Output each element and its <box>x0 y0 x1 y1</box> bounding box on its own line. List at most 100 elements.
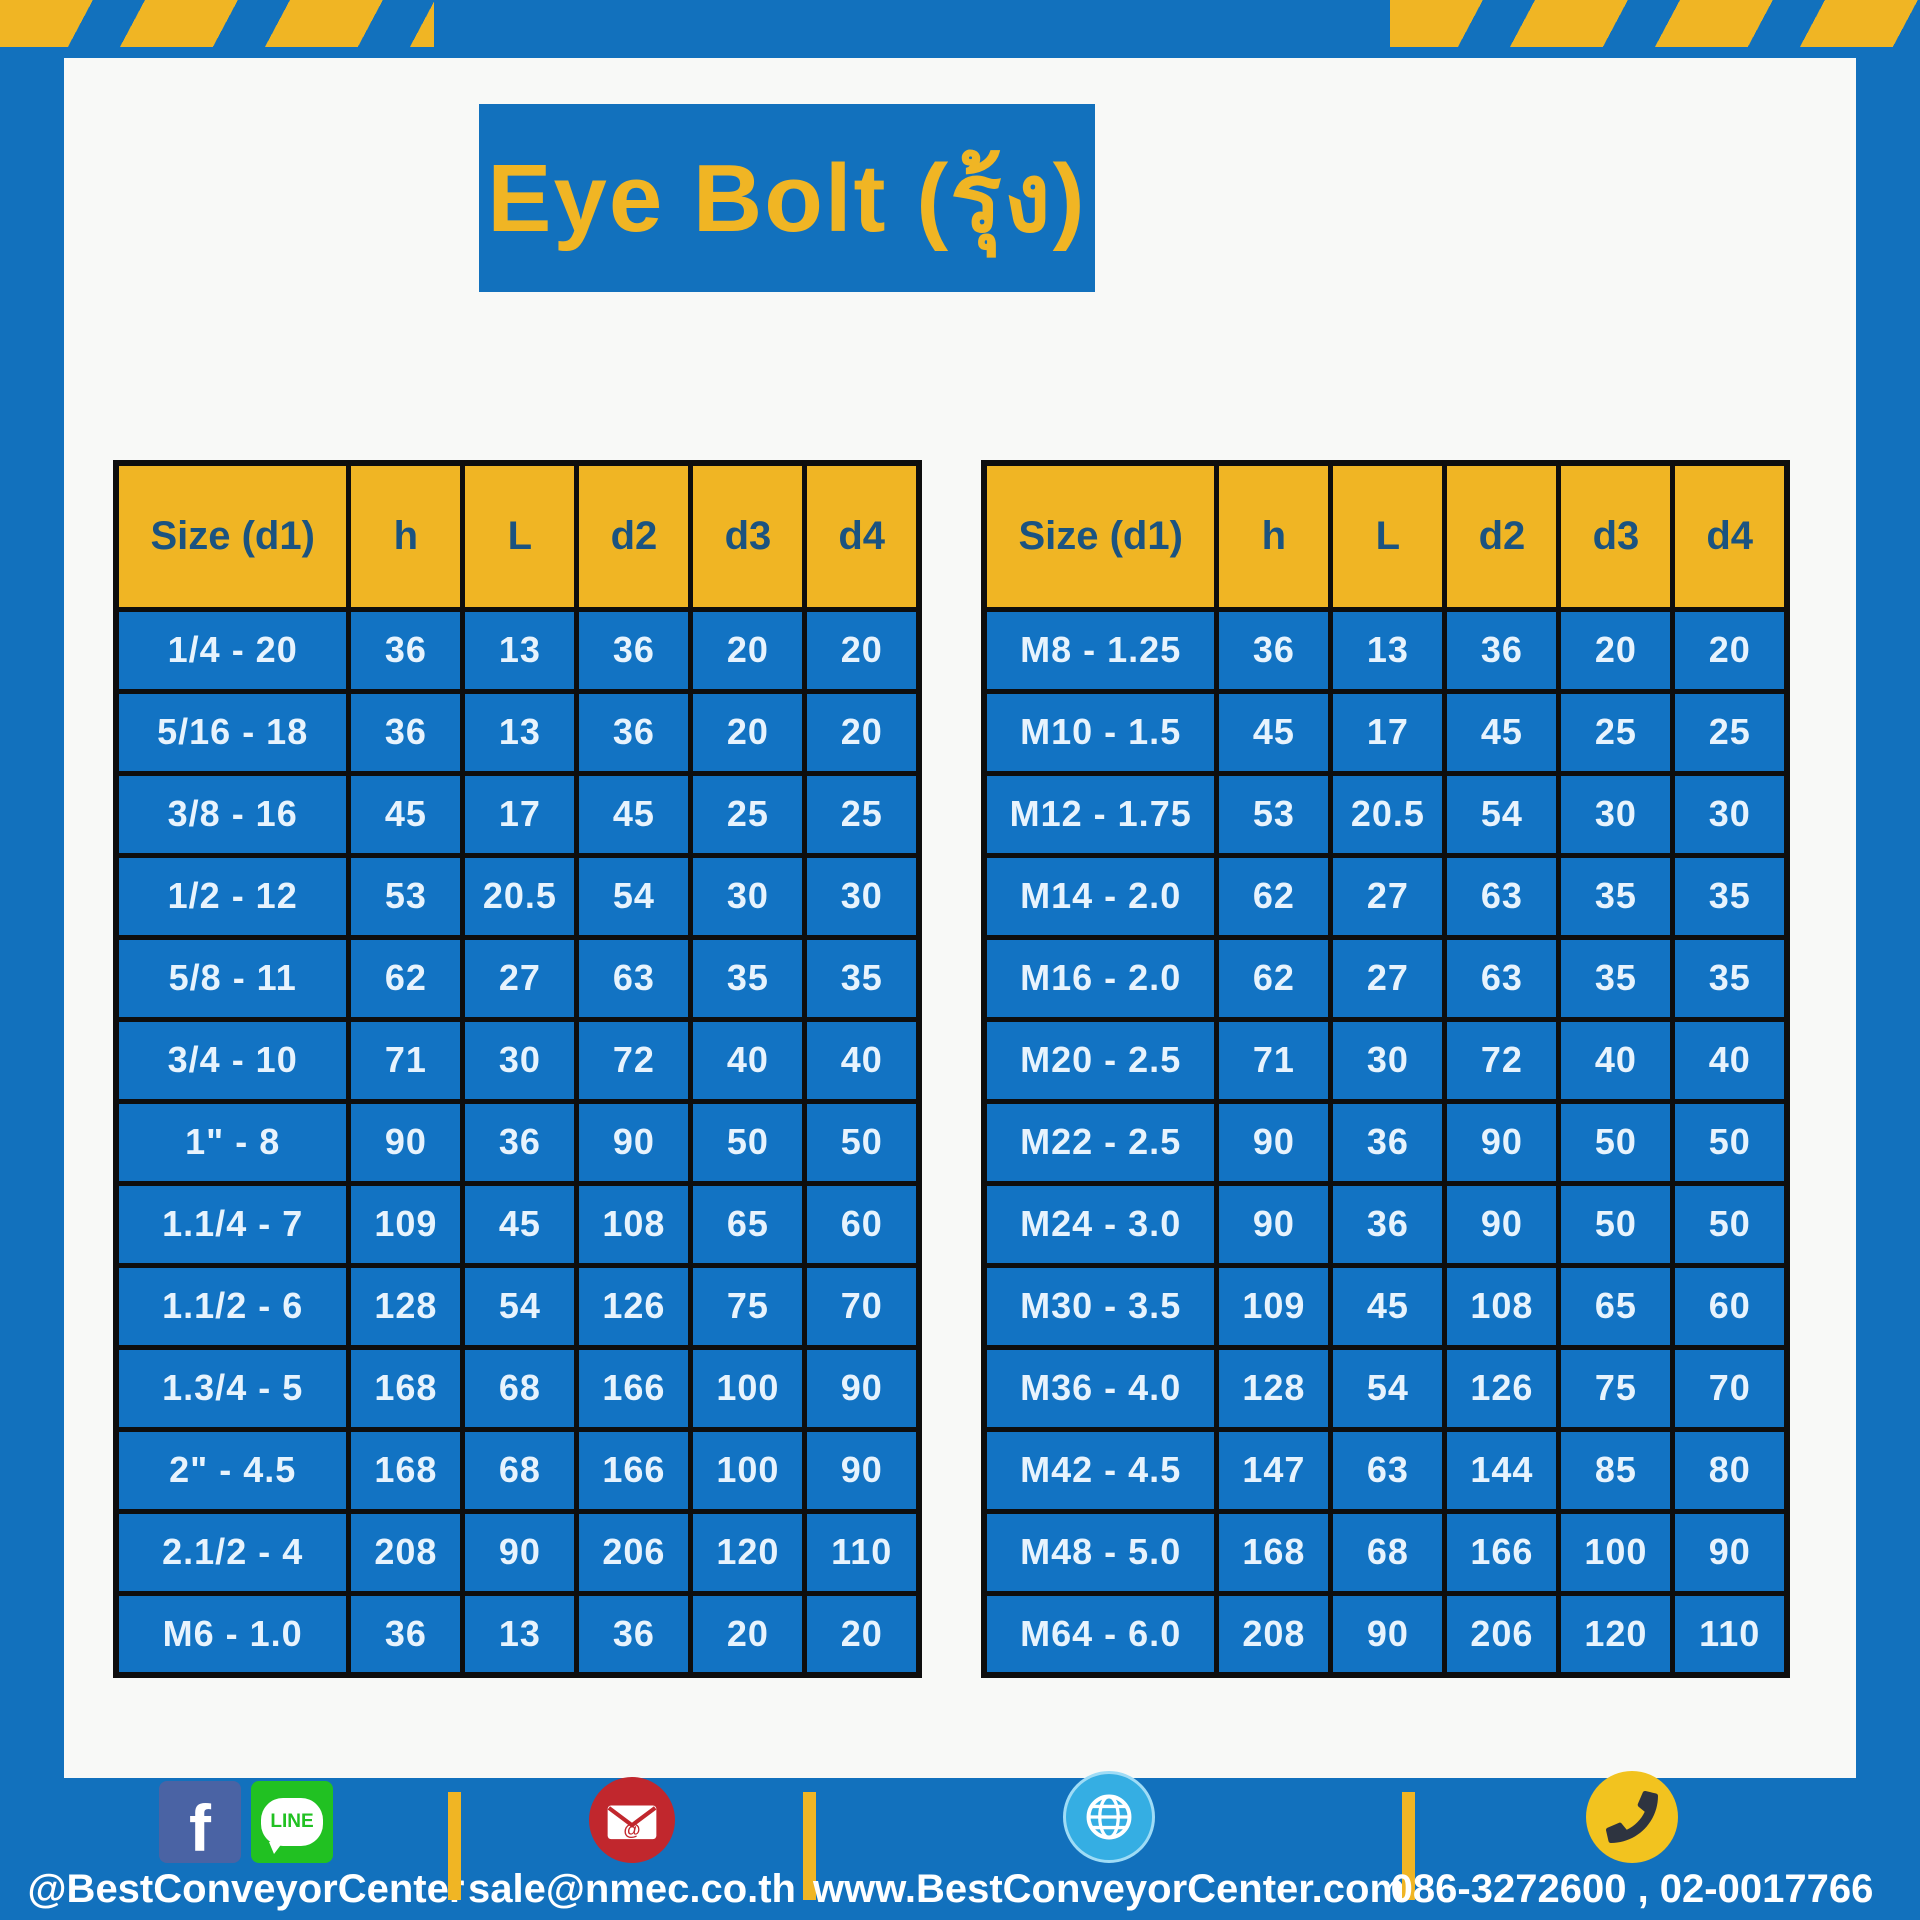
size-cell: M24 - 3.0 <box>981 1180 1220 1268</box>
value-cell: 45 <box>1442 688 1562 776</box>
value-cell: 13 <box>460 606 580 694</box>
value-cell: 90 <box>802 1426 922 1514</box>
footer-divider <box>803 1792 816 1900</box>
value-cell: 90 <box>1214 1098 1334 1186</box>
value-cell: 108 <box>574 1180 694 1268</box>
value-cell: 100 <box>688 1426 808 1514</box>
column-header: d3 <box>688 460 808 612</box>
column-header: Size (d1) <box>113 460 352 612</box>
value-cell: 90 <box>1670 1508 1790 1596</box>
size-cell: 3/4 - 10 <box>113 1016 352 1104</box>
value-cell: 120 <box>688 1508 808 1596</box>
size-cell: M10 - 1.5 <box>981 688 1220 776</box>
value-cell: 40 <box>688 1016 808 1104</box>
table-row: M24 - 3.0 90 36 90 50 50 <box>981 1180 1790 1268</box>
footer-bar: f LINE @BestConveyorCenter @ sale@nmec.c… <box>0 1771 1920 1920</box>
value-cell: 40 <box>802 1016 922 1104</box>
size-cell: M20 - 2.5 <box>981 1016 1220 1104</box>
column-header: d2 <box>574 460 694 612</box>
column-header: d4 <box>802 460 922 612</box>
column-header: Size (d1) <box>981 460 1220 612</box>
value-cell: 109 <box>346 1180 466 1268</box>
table-row: M64 - 6.0 208 90 206 120 110 <box>981 1590 1790 1678</box>
value-cell: 50 <box>1670 1098 1790 1186</box>
hazard-stripes-left <box>0 0 434 47</box>
value-cell: 68 <box>1328 1508 1448 1596</box>
value-cell: 35 <box>1556 934 1676 1022</box>
table-row: M22 - 2.5 90 36 90 50 50 <box>981 1098 1790 1186</box>
table-row: M8 - 1.25 36 13 36 20 20 <box>981 606 1790 694</box>
mail-icon: @ <box>589 1777 675 1863</box>
value-cell: 20 <box>1670 606 1790 694</box>
value-cell: 30 <box>1556 770 1676 858</box>
value-cell: 80 <box>1670 1426 1790 1514</box>
value-cell: 36 <box>460 1098 580 1186</box>
value-cell: 45 <box>574 770 694 858</box>
value-cell: 63 <box>1442 934 1562 1022</box>
value-cell: 35 <box>688 934 808 1022</box>
value-cell: 50 <box>688 1098 808 1186</box>
social-handle: @BestConveyorCenter <box>27 1867 465 1911</box>
table-row: M16 - 2.0 62 27 63 35 35 <box>981 934 1790 1022</box>
value-cell: 208 <box>1214 1590 1334 1678</box>
column-header: L <box>1328 460 1448 612</box>
value-cell: 90 <box>1442 1180 1562 1268</box>
value-cell: 17 <box>460 770 580 858</box>
value-cell: 20 <box>802 606 922 694</box>
value-cell: 20 <box>688 1590 808 1678</box>
footer-divider <box>1402 1792 1415 1900</box>
facebook-icon: f <box>159 1781 241 1865</box>
table-row: 5/16 - 18 36 13 36 20 20 <box>113 688 922 776</box>
value-cell: 126 <box>574 1262 694 1350</box>
value-cell: 90 <box>1328 1590 1448 1678</box>
size-cell: M12 - 1.75 <box>981 770 1220 858</box>
table-row: M48 - 5.0 168 68 166 100 90 <box>981 1508 1790 1596</box>
value-cell: 60 <box>802 1180 922 1268</box>
value-cell: 36 <box>1442 606 1562 694</box>
table-row: M30 - 3.5 109 45 108 65 60 <box>981 1262 1790 1350</box>
value-cell: 70 <box>1670 1344 1790 1432</box>
page-title: Eye Bolt (รุ้ง) <box>479 104 1095 292</box>
value-cell: 72 <box>574 1016 694 1104</box>
line-icon: LINE <box>251 1781 333 1863</box>
size-cell: 1.3/4 - 5 <box>113 1344 352 1432</box>
value-cell: 36 <box>346 688 466 776</box>
value-cell: 108 <box>1442 1262 1562 1350</box>
top-hazard-band <box>0 0 1920 58</box>
value-cell: 35 <box>802 934 922 1022</box>
table-row: M20 - 2.5 71 30 72 40 40 <box>981 1016 1790 1104</box>
value-cell: 72 <box>1442 1016 1562 1104</box>
value-cell: 53 <box>346 852 466 940</box>
value-cell: 208 <box>346 1508 466 1596</box>
size-cell: 3/8 - 16 <box>113 770 352 858</box>
value-cell: 90 <box>802 1344 922 1432</box>
value-cell: 90 <box>1442 1098 1562 1186</box>
value-cell: 40 <box>1556 1016 1676 1104</box>
value-cell: 90 <box>574 1098 694 1186</box>
value-cell: 35 <box>1670 934 1790 1022</box>
value-cell: 36 <box>574 1590 694 1678</box>
value-cell: 27 <box>1328 934 1448 1022</box>
website-text: www.BestConveyorCenter.com <box>813 1867 1406 1911</box>
value-cell: 90 <box>346 1098 466 1186</box>
size-cell: M22 - 2.5 <box>981 1098 1220 1186</box>
size-cell: 2.1/2 - 4 <box>113 1508 352 1596</box>
value-cell: 85 <box>1556 1426 1676 1514</box>
table-row: M36 - 4.0 128 54 126 75 70 <box>981 1344 1790 1432</box>
footer-phone-section: 086-3272600 , 02-0017766 <box>1391 1771 1873 1912</box>
size-cell: 1/2 - 12 <box>113 852 352 940</box>
value-cell: 30 <box>460 1016 580 1104</box>
table-row: 5/8 - 11 62 27 63 35 35 <box>113 934 922 1022</box>
value-cell: 27 <box>460 934 580 1022</box>
value-cell: 36 <box>574 606 694 694</box>
table-row: 1/4 - 20 36 13 36 20 20 <box>113 606 922 694</box>
value-cell: 60 <box>1670 1262 1790 1350</box>
value-cell: 36 <box>346 1590 466 1678</box>
value-cell: 20 <box>802 1590 922 1678</box>
table-row: M42 - 4.5 147 63 144 85 80 <box>981 1426 1790 1514</box>
value-cell: 206 <box>574 1508 694 1596</box>
size-cell: 5/8 - 11 <box>113 934 352 1022</box>
value-cell: 100 <box>1556 1508 1676 1596</box>
